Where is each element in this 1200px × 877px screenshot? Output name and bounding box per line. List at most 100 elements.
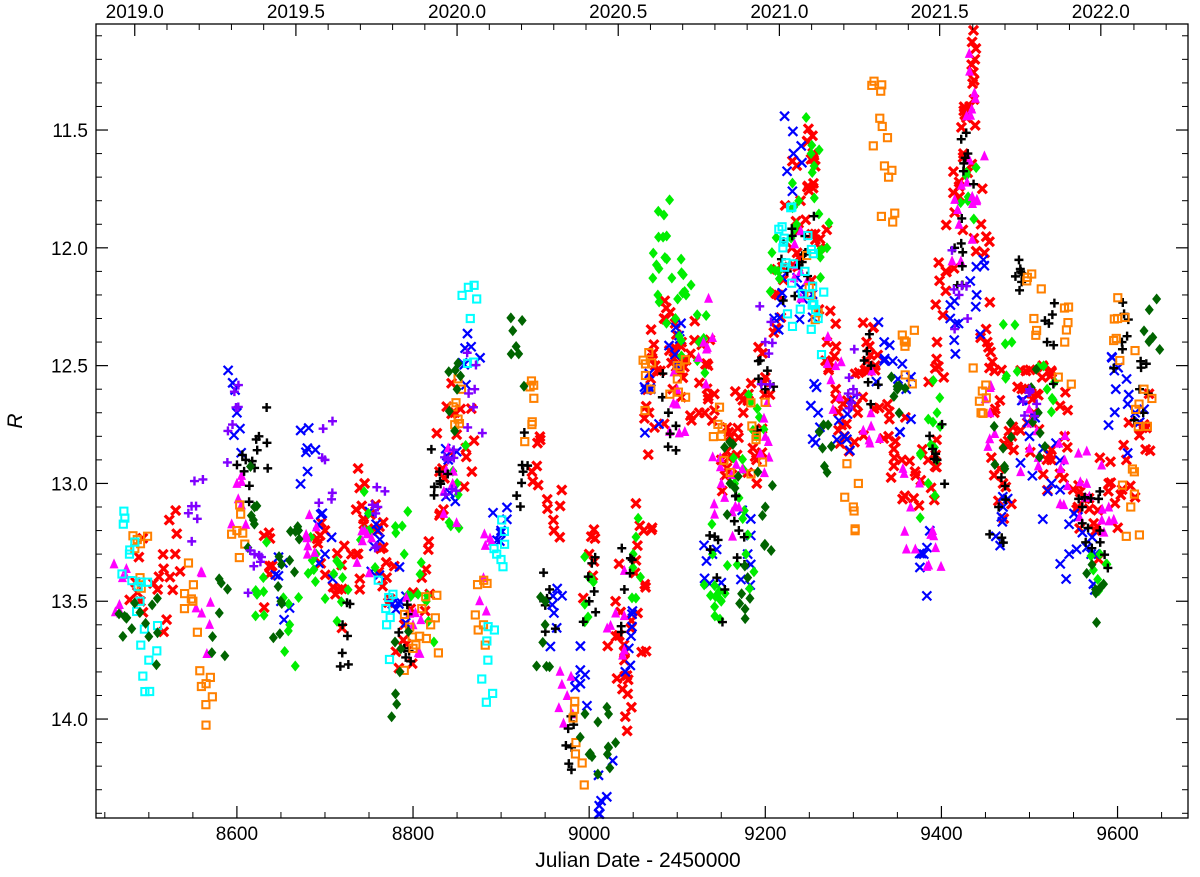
- data-point: [729, 516, 739, 526]
- data-point: [1113, 293, 1123, 303]
- data-point: [1054, 484, 1066, 496]
- data-point: [373, 502, 383, 512]
- data-point: [335, 559, 345, 571]
- data-point: [1077, 527, 1088, 538]
- data-point: [1118, 439, 1130, 451]
- data-point: [990, 459, 1000, 471]
- data-point: [930, 353, 943, 365]
- data-point: [320, 593, 330, 605]
- data-point: [830, 340, 842, 353]
- data-point: [858, 424, 868, 435]
- data-point: [236, 509, 246, 519]
- data-point: [517, 478, 527, 488]
- data-point: [1092, 617, 1102, 629]
- top-tick-label: 2019.5: [267, 2, 325, 23]
- data-point: [152, 646, 162, 656]
- data-point: [949, 284, 959, 294]
- data-point: [938, 371, 950, 384]
- data-point: [179, 604, 190, 614]
- data-point: [777, 222, 787, 232]
- data-point: [958, 101, 970, 113]
- data-point: [972, 193, 982, 204]
- data-point: [462, 348, 472, 358]
- data-point: [738, 513, 748, 525]
- data-point: [646, 384, 656, 394]
- data-point: [579, 669, 591, 681]
- data-point: [403, 505, 413, 517]
- data-point: [658, 369, 668, 379]
- data-point: [196, 566, 206, 577]
- data-point: [836, 356, 846, 367]
- data-point: [715, 461, 725, 472]
- data-point: [133, 551, 145, 563]
- data-point: [648, 247, 658, 259]
- data-point: [205, 618, 215, 629]
- data-point: [570, 749, 581, 759]
- data-point: [631, 531, 641, 543]
- data-point: [801, 181, 814, 193]
- data-point: [665, 194, 675, 206]
- data-point: [795, 140, 807, 152]
- data-point: [957, 213, 967, 223]
- data-point: [591, 607, 601, 617]
- data-point: [969, 87, 979, 98]
- data-point: [451, 486, 461, 496]
- data-point: [397, 520, 407, 532]
- data-point: [540, 595, 550, 607]
- data-point: [392, 698, 402, 710]
- data-point: [720, 441, 730, 453]
- data-point: [940, 285, 952, 297]
- data-point: [1035, 427, 1045, 439]
- data-point: [795, 304, 805, 314]
- data-point: [605, 762, 615, 774]
- data-point: [900, 525, 910, 536]
- data-point: [431, 427, 443, 439]
- data-point: [1082, 567, 1092, 579]
- data-point: [735, 574, 747, 585]
- data-point: [169, 548, 181, 560]
- x-tick-label: 9400: [920, 824, 962, 845]
- data-point: [174, 565, 186, 578]
- data-point: [859, 355, 869, 365]
- data-point: [843, 389, 853, 399]
- data-point: [639, 581, 652, 593]
- data-point: [1130, 345, 1140, 356]
- data-point: [710, 508, 720, 519]
- data-point: [984, 296, 996, 308]
- data-point: [291, 525, 301, 537]
- data-point: [909, 325, 919, 335]
- data-point: [974, 332, 987, 344]
- data-point: [701, 555, 712, 567]
- data-point: [971, 162, 981, 174]
- data-point: [387, 711, 397, 723]
- data-point: [676, 335, 686, 347]
- data-point: [1074, 494, 1084, 504]
- data-point: [626, 621, 638, 632]
- data-point: [680, 355, 690, 365]
- data-point: [965, 154, 975, 165]
- data-point: [815, 271, 825, 283]
- data-point: [640, 370, 651, 381]
- data-point: [469, 280, 479, 290]
- data-point: [416, 614, 426, 625]
- data-point: [956, 238, 966, 248]
- data-point: [1063, 518, 1075, 530]
- data-point: [931, 542, 941, 553]
- data-point: [877, 121, 887, 132]
- data-point: [616, 683, 629, 695]
- data-point: [979, 150, 989, 161]
- data-point: [302, 466, 313, 477]
- data-point: [391, 527, 401, 539]
- data-point: [760, 397, 770, 407]
- x-tick-label: 9600: [1096, 824, 1138, 845]
- data-point: [601, 791, 613, 803]
- data-point: [489, 625, 499, 635]
- data-point: [954, 290, 964, 300]
- data-point: [1147, 393, 1157, 404]
- data-point: [832, 406, 844, 418]
- data-point: [975, 218, 987, 230]
- data-point: [808, 378, 820, 390]
- data-point: [429, 636, 439, 648]
- data-point: [556, 484, 568, 496]
- data-point: [888, 443, 900, 455]
